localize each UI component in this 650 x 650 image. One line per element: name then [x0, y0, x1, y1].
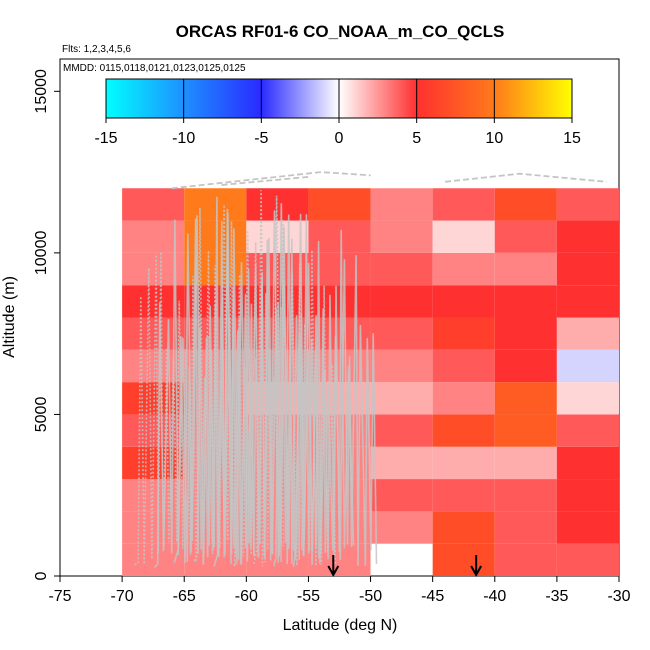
flight-track [134, 251, 219, 566]
heatmap-cell [432, 317, 495, 350]
heatmap-cell [122, 317, 185, 350]
colorbar-tick-label: -10 [172, 130, 195, 147]
heatmap-cell [370, 349, 433, 383]
heatmap-cell [432, 479, 495, 512]
dates-note: MMDD: 0115,0118,0121,0123,0125,0125 [63, 63, 246, 74]
heatmap-cell [556, 446, 619, 480]
heatmap-cell [370, 382, 433, 415]
x-tick-label: -40 [483, 588, 506, 605]
heatmap-cell [556, 382, 619, 415]
colorbar-tick-label: 15 [563, 130, 581, 147]
y-tick-label: 10000 [33, 231, 50, 276]
x-tick-label: -55 [297, 588, 320, 605]
heatmap-cell [122, 188, 185, 221]
heatmap-cell [370, 414, 433, 447]
flight-track [292, 213, 378, 567]
colorbar-tick-label: -5 [254, 130, 268, 147]
heatmap-cell [556, 511, 619, 544]
flight-track [171, 171, 371, 190]
heatmap-cell [432, 285, 495, 318]
heatmap-cell [556, 252, 619, 286]
heatmap-cell [432, 511, 495, 544]
heatmap-cell [122, 543, 185, 576]
x-tick-label: -50 [359, 588, 382, 605]
heatmap-cell [432, 543, 495, 576]
heatmap-cell [370, 446, 433, 480]
heatmap-cell [556, 543, 619, 576]
flight-tracks [134, 171, 607, 568]
x-tick-label: -75 [48, 588, 71, 605]
y-tick-label: 0 [33, 571, 50, 580]
heatmap-cell [494, 382, 557, 415]
heatmap-cell [432, 188, 495, 221]
x-tick-label: -30 [607, 588, 630, 605]
heatmap-cell [370, 188, 433, 221]
chart-title: ORCAS RF01-6 CO_NOAA_m_CO_QCLS [176, 22, 505, 41]
heatmap-cell [308, 188, 371, 221]
heatmap-cell [494, 220, 557, 253]
y-tick-label: 15000 [33, 69, 50, 114]
heatmap-cell [184, 220, 247, 253]
heatmap-cell [556, 285, 619, 318]
arrow-head [327, 565, 340, 578]
arrow-markers [327, 554, 483, 578]
heatmap-cell [370, 317, 433, 350]
y-axis-title: Altitude (m) [1, 276, 18, 358]
heatmap-cell [494, 285, 557, 318]
heatmap-cell [494, 479, 557, 512]
heatmap-cell [370, 285, 433, 318]
heatmap-cell [370, 511, 433, 544]
x-tick-label: -65 [173, 588, 196, 605]
heatmap-cell [494, 349, 557, 383]
heatmap-cell [556, 220, 619, 253]
heatmap-cell [432, 446, 495, 480]
heatmap-cell [494, 414, 557, 447]
heatmap-cell [432, 252, 495, 286]
x-axis-title: Latitude (deg N) [283, 617, 398, 634]
heatmap-cell [432, 382, 495, 415]
heatmap-cell [370, 220, 433, 253]
x-axis: -75 -70 -65 -60 -55 -50 -45 -40 -35 -30 [48, 576, 631, 605]
y-axis: 0 5000 10000 15000 [33, 69, 60, 580]
heatmap-cell [494, 543, 557, 576]
heatmap-cell [494, 188, 557, 221]
heatmap-cell [432, 414, 495, 447]
flight-track [173, 218, 255, 565]
heatmap-cell [370, 479, 433, 512]
heatmap-cell [494, 511, 557, 544]
colorbar-tick-label: 10 [485, 130, 503, 147]
heatmap-cell [184, 188, 247, 221]
y-tick-label: 5000 [33, 397, 50, 433]
heatmap-cell [494, 446, 557, 480]
arrow-head [470, 565, 483, 578]
heatmap-cell [556, 479, 619, 512]
flight-track [445, 172, 607, 183]
heatmap-cell [494, 252, 557, 286]
heatmap-cell [556, 188, 619, 221]
colorbar-tick-label: -15 [94, 130, 117, 147]
x-tick-label: -35 [545, 588, 568, 605]
heatmap-cell [370, 252, 433, 286]
heatmap-cell [556, 414, 619, 447]
x-tick-label: -60 [235, 588, 258, 605]
x-tick-label: -70 [111, 588, 134, 605]
flight-track [253, 195, 337, 567]
heatmap-cell [122, 349, 185, 383]
colorbar-tick-label: 5 [412, 130, 421, 147]
flight-track [193, 190, 285, 565]
flight-track [221, 176, 309, 186]
heatmap-cell [432, 220, 495, 253]
colorbar-tick-label: 0 [335, 130, 344, 147]
heatmap-cell [556, 317, 619, 350]
flights-note: Flts: 1,2,3,4,5,6 [62, 44, 131, 55]
heatmap-cell [494, 317, 557, 350]
heatmap-cell [432, 349, 495, 383]
colorbar: -15 -10 -5 0 5 10 15 [94, 78, 581, 147]
heatmap-cell [556, 349, 619, 383]
x-tick-label: -45 [421, 588, 444, 605]
